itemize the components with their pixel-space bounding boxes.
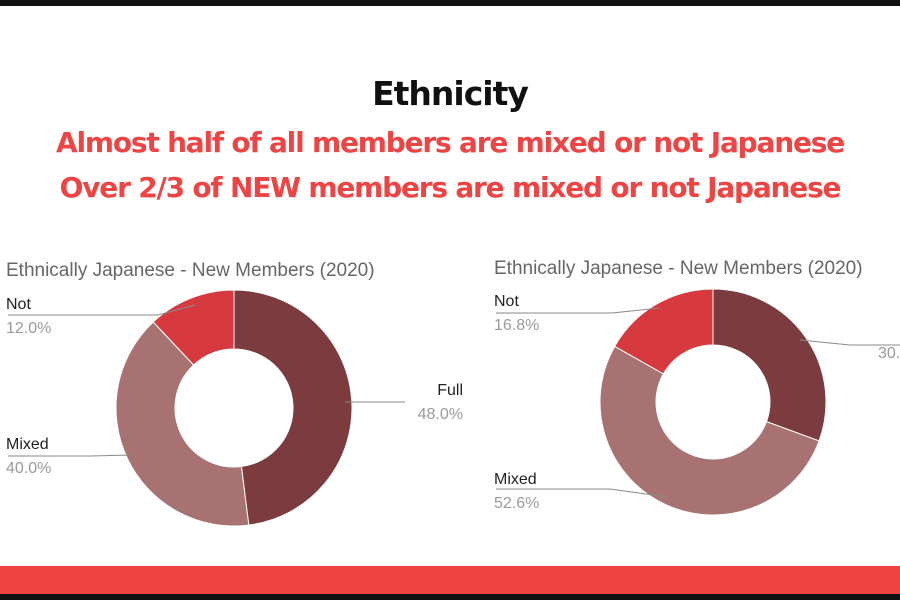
slice-mixed <box>599 345 820 516</box>
leader-line-not <box>496 307 661 314</box>
chart-1-label-mixed: Mixed <box>6 436 49 453</box>
slice-full <box>712 288 827 442</box>
slice-full <box>233 289 353 526</box>
leader-line-mixed <box>8 454 133 457</box>
chart-1-value-full: 48.0% <box>418 406 463 423</box>
chart-1-label-not: Not <box>6 296 31 313</box>
chart-2-label-mixed: Mixed <box>494 471 537 488</box>
slide-title: Ethnicity <box>372 74 529 113</box>
chart-2-label-not: Not <box>494 293 519 310</box>
bottom-border <box>0 594 900 600</box>
chart-2-value-full: 30.6% <box>878 345 900 362</box>
chart-2-leader-lines <box>496 307 900 498</box>
slice-not <box>152 289 235 366</box>
chart-1-value-not: 12.0% <box>6 320 51 337</box>
leader-line-mixed <box>496 488 669 498</box>
chart-2-slices <box>599 288 827 516</box>
chart-2-value-not: 16.8% <box>494 317 539 334</box>
slice-not <box>613 288 714 375</box>
leader-line-full <box>799 339 900 346</box>
top-border <box>0 0 900 6</box>
chart-1-label-full: Full <box>437 382 463 399</box>
donut-chart-1: Ethnically Japanese - New Members (2020)… <box>6 260 463 527</box>
slide-subtitle-line-2: Over 2/3 of NEW members are mixed or not… <box>59 171 842 204</box>
leader-line-not <box>8 304 196 316</box>
chart-2-value-mixed: 52.6% <box>494 495 539 512</box>
slide-subtitle-line-1: Almost half of all members are mixed or … <box>55 126 845 159</box>
chart-1-value-mixed: 40.0% <box>6 460 51 477</box>
slice-mixed <box>115 321 250 527</box>
chart-2-title: Ethnically Japanese - New Members (2020) <box>494 258 863 279</box>
chart-1-leader-lines <box>8 304 405 457</box>
footer-band <box>0 566 900 594</box>
chart-1-slices <box>115 289 353 527</box>
chart-1-title: Ethnically Japanese - New Members (2020) <box>6 260 375 281</box>
donut-chart-2: Ethnically Japanese - New Members (2020)… <box>494 258 900 516</box>
